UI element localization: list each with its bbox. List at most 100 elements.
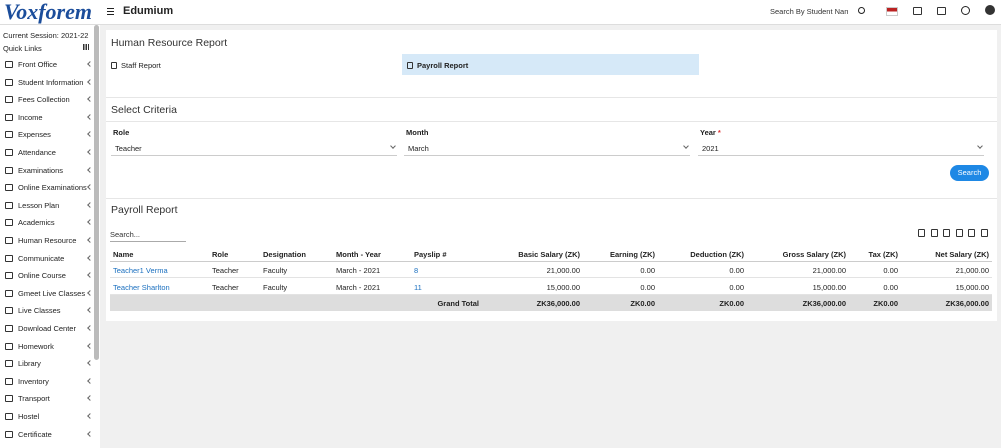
menu-chevron[interactable] — [87, 342, 93, 349]
table-cell: 21,000.00 — [955, 266, 989, 275]
menu-item[interactable]: Human Resource — [18, 236, 77, 245]
grid-icon[interactable] — [83, 44, 89, 50]
menu-chevron[interactable] — [87, 61, 93, 67]
menu-chevron[interactable] — [87, 254, 93, 261]
menu-chevron[interactable] — [87, 395, 93, 402]
select[interactable] — [404, 142, 690, 156]
total-row — [110, 295, 992, 311]
search-icon[interactable] — [858, 7, 865, 14]
menu-chevron[interactable] — [87, 219, 93, 226]
table-cell: March - 2021 — [336, 266, 381, 275]
table-header[interactable]: Month - Year — [336, 250, 381, 259]
table-link[interactable]: 8 — [414, 266, 419, 275]
menu-item[interactable]: Examinations — [18, 165, 64, 175]
menu-toggle[interactable] — [107, 8, 114, 15]
menu-chevron[interactable] — [87, 325, 93, 331]
table-header[interactable]: Gross Salary (ZK) — [782, 250, 846, 259]
menu-chevron[interactable] — [87, 96, 93, 103]
menu-item[interactable]: Front Office — [18, 60, 58, 69]
select[interactable] — [111, 142, 397, 156]
menu-item[interactable]: Library — [18, 359, 41, 369]
export-icon[interactable] — [918, 229, 925, 237]
menu-chevron[interactable] — [87, 307, 93, 314]
table-header[interactable]: Payslip # — [414, 250, 447, 259]
tab[interactable]: Payroll Report — [407, 61, 468, 70]
table-cell: March - 2021 — [336, 282, 381, 292]
sidebar: Current Session: 2021-22 Quick Links Fro… — [0, 25, 100, 448]
menu-item[interactable]: Live Classes — [18, 306, 61, 316]
search-button[interactable]: Search — [950, 165, 989, 181]
student-search[interactable]: Search By Student Name — [770, 7, 848, 16]
menu-item[interactable]: Lesson Plan — [18, 200, 60, 210]
menu-chevron[interactable] — [87, 113, 93, 120]
menu-item[interactable]: Expenses — [18, 130, 51, 140]
menu-item[interactable]: Student Information — [18, 77, 84, 87]
menu-item[interactable]: Homework — [18, 341, 54, 351]
button-label[interactable]: Search — [957, 168, 982, 177]
export-icon[interactable] — [930, 229, 938, 237]
tab[interactable]: Staff Report — [111, 61, 161, 70]
table-header[interactable]: Role — [212, 250, 229, 259]
table-header[interactable]: Deduction (ZK) — [690, 250, 744, 259]
table-header[interactable]: Designation — [263, 250, 306, 259]
menu-item[interactable]: Gmeet Live Classes — [18, 288, 86, 298]
menu-chevron[interactable] — [87, 237, 93, 243]
menu-chevron[interactable] — [87, 272, 93, 279]
select[interactable] — [698, 142, 984, 156]
scrollbar[interactable] — [94, 25, 99, 360]
tab-label[interactable]: Staff Report — [121, 61, 161, 70]
table-search[interactable]: Search... — [110, 230, 186, 242]
export-icon[interactable] — [980, 229, 988, 237]
total-label: Grand Total — [437, 299, 479, 308]
table-link[interactable]: Teacher Sharlton — [113, 282, 170, 292]
tasks-icon[interactable] — [937, 7, 946, 15]
menu-chevron[interactable] — [87, 166, 93, 173]
menu-item[interactable]: Download Center — [18, 324, 76, 333]
calendar-icon[interactable] — [913, 7, 922, 15]
select-value[interactable]: March — [408, 144, 429, 153]
menu-icon — [5, 325, 13, 332]
app-name: Edumium — [123, 5, 174, 17]
export-icon[interactable] — [955, 229, 963, 237]
menu-item[interactable]: Fees Collection — [18, 95, 70, 105]
menu-chevron[interactable] — [87, 430, 93, 437]
export-icon[interactable] — [968, 229, 975, 237]
select-value[interactable]: Teacher — [115, 144, 142, 153]
menu-chevron[interactable] — [87, 201, 93, 208]
flag[interactable] — [886, 7, 898, 16]
menu-item[interactable]: Online Course — [18, 271, 66, 281]
tab-label[interactable]: Payroll Report — [417, 61, 469, 70]
menu-chevron[interactable] — [87, 377, 93, 384]
table-header[interactable]: Basic Salary (ZK) — [518, 250, 580, 259]
table-header[interactable]: Tax (ZK) — [868, 250, 898, 259]
menu-item[interactable]: Transport — [18, 394, 50, 404]
logo[interactable]: Voxforem — [4, 0, 92, 24]
menu-chevron[interactable] — [87, 78, 93, 85]
menu-item[interactable]: Inventory — [18, 376, 49, 386]
table-header[interactable]: Earning (ZK) — [610, 250, 655, 259]
avatar[interactable] — [985, 5, 995, 15]
table-link[interactable]: 11 — [414, 282, 422, 292]
table-header[interactable]: Net Salary (ZK) — [935, 250, 989, 259]
top-bar: Voxforem Edumium Search By Student Name — [0, 0, 1001, 25]
select-value[interactable]: 2021 — [702, 144, 719, 153]
menu-item[interactable]: Online Examinations — [18, 183, 87, 193]
quick-links[interactable]: Quick Links — [3, 44, 42, 53]
menu-chevron[interactable] — [87, 360, 93, 367]
table-link[interactable]: Teacher1 Verma — [113, 266, 168, 275]
menu-chevron[interactable] — [87, 131, 93, 138]
menu-item[interactable]: Hostel — [18, 412, 40, 421]
menu-item[interactable]: Income — [18, 112, 43, 122]
menu-item[interactable]: Academics — [18, 218, 55, 228]
menu-chevron[interactable] — [87, 149, 93, 155]
menu-icon — [5, 395, 13, 403]
menu-chevron[interactable] — [87, 413, 93, 419]
export-icon[interactable] — [943, 229, 950, 237]
menu-item[interactable]: Communicate — [18, 253, 65, 263]
menu-item[interactable]: Certificate — [18, 429, 52, 439]
table-header[interactable]: Name — [113, 250, 134, 259]
menu-chevron[interactable] — [87, 289, 93, 296]
whatsapp-icon[interactable] — [961, 6, 970, 15]
menu-item[interactable]: Attendance — [18, 148, 56, 157]
menu-chevron[interactable] — [87, 184, 93, 191]
